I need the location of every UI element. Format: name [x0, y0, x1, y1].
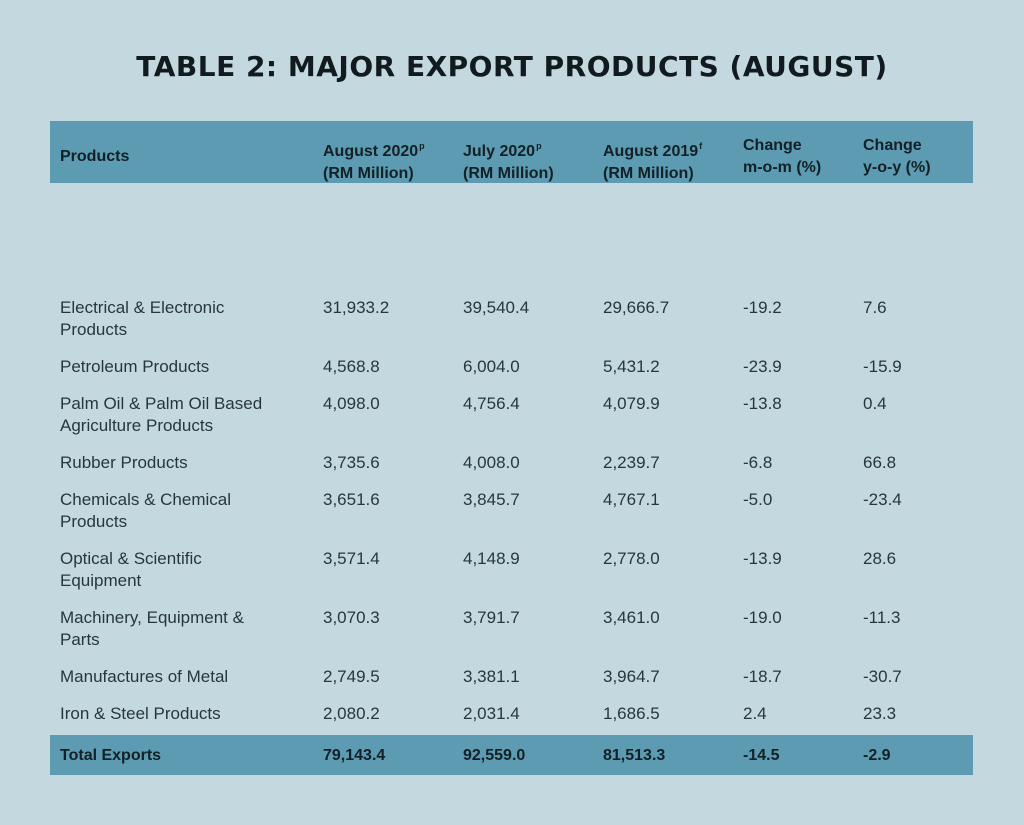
- header-mom-unit: m-o-m (%): [743, 159, 822, 176]
- product-name-line: Rubber Products: [60, 453, 188, 472]
- product-name-line: Palm Oil & Palm Oil Based: [60, 394, 263, 413]
- product-name-line: Machinery, Equipment &: [60, 608, 244, 627]
- product-name: Optical & Scientific Equipment: [60, 548, 310, 592]
- cell-aug2019: 29,666.7: [603, 298, 670, 317]
- cell-aug2020: 3,070.3: [323, 608, 380, 627]
- total-yoy: -2.9: [863, 747, 891, 764]
- cell-aug2020: 2,080.2: [323, 704, 380, 723]
- cell-mom: -19.0: [743, 608, 782, 627]
- total-aug2020: 79,143.4: [323, 747, 386, 764]
- header-jul2020-label: July 2020: [463, 143, 536, 160]
- cell-yoy: 23.3: [863, 704, 897, 723]
- cell-aug2019: 4,767.1: [603, 490, 660, 509]
- product-name: Machinery, Equipment & Parts: [60, 607, 310, 651]
- header-aug2020-sup: p: [419, 141, 425, 151]
- header-jul2020-unit: (RM Million): [463, 165, 554, 182]
- cell-jul2020: 3,791.7: [463, 608, 520, 627]
- cell-aug2020: 3,735.6: [323, 453, 380, 472]
- cell-yoy: 0.4: [863, 394, 887, 413]
- header-aug2020-label: August 2020: [323, 143, 419, 160]
- product-name-line: Electrical & Electronic: [60, 298, 225, 317]
- product-name: Manufactures of Metal: [60, 666, 310, 688]
- header-products: Products: [60, 146, 310, 168]
- header-jul2020: July 2020p (RM Million): [463, 135, 593, 185]
- cell-aug2019: 3,964.7: [603, 667, 660, 686]
- cell-aug2019: 5,431.2: [603, 357, 660, 376]
- header-yoy-unit: y-o-y (%): [863, 159, 931, 176]
- export-table: Products August 2020p (RM Million) July …: [50, 121, 973, 775]
- cell-jul2020: 39,540.4: [463, 298, 530, 317]
- table-header: Products August 2020p (RM Million) July …: [50, 121, 973, 183]
- header-aug2020-unit: (RM Million): [323, 165, 414, 182]
- cell-mom: -5.0: [743, 490, 773, 509]
- cell-aug2019: 3,461.0: [603, 608, 660, 627]
- header-aug2019-unit: (RM Million): [603, 165, 694, 182]
- header-products-label: Products: [60, 148, 130, 165]
- cell-aug2020: 4,098.0: [323, 394, 380, 413]
- product-name: Palm Oil & Palm Oil Based Agriculture Pro…: [60, 393, 310, 437]
- cell-aug2019: 2,778.0: [603, 549, 660, 568]
- cell-jul2020: 3,845.7: [463, 490, 520, 509]
- cell-yoy: -11.3: [863, 608, 901, 627]
- cell-mom: -13.8: [743, 394, 782, 413]
- product-name-line: Optical & Scientific: [60, 549, 202, 568]
- product-name-line: Parts: [60, 630, 100, 649]
- total-label: Total Exports: [60, 747, 162, 764]
- cell-aug2019: 1,686.5: [603, 704, 660, 723]
- total-aug2019: 81,513.3: [603, 747, 666, 764]
- header-aug2019: August 2019f (RM Million): [603, 135, 733, 185]
- cell-aug2019: 4,079.9: [603, 394, 660, 413]
- product-name-line: Products: [60, 512, 128, 531]
- cell-aug2020: 3,651.6: [323, 490, 380, 509]
- total-row: Total Exports 79,143.4 92,559.0 81,513.3…: [50, 735, 973, 775]
- header-mom: Change m-o-m (%): [743, 135, 853, 179]
- cell-aug2019: 2,239.7: [603, 453, 660, 472]
- header-yoy-label: Change: [863, 137, 922, 154]
- header-aug2019-label: August 2019: [603, 143, 699, 160]
- cell-jul2020: 6,004.0: [463, 357, 520, 376]
- header-aug2020: August 2020p (RM Million): [323, 135, 453, 185]
- cell-aug2020: 31,933.2: [323, 298, 390, 317]
- product-name: Electrical & Electronic Products: [60, 297, 310, 341]
- product-name: Iron & Steel Products: [60, 703, 310, 725]
- cell-mom: -6.8: [743, 453, 773, 472]
- product-name: Petroleum Products: [60, 356, 310, 378]
- cell-yoy: 7.6: [863, 298, 887, 317]
- cell-yoy: 66.8: [863, 453, 897, 472]
- cell-yoy: 28.6: [863, 549, 897, 568]
- cell-mom: -13.9: [743, 549, 782, 568]
- header-jul2020-sup: p: [536, 141, 542, 151]
- cell-jul2020: 4,008.0: [463, 453, 520, 472]
- cell-aug2020: 4,568.8: [323, 357, 380, 376]
- cell-mom: -19.2: [743, 298, 782, 317]
- cell-yoy: -15.9: [863, 357, 902, 376]
- product-name-line: Iron & Steel Products: [60, 704, 221, 723]
- product-name: Rubber Products: [60, 452, 310, 474]
- total-mom: -14.5: [743, 747, 780, 764]
- cell-aug2020: 3,571.4: [323, 549, 380, 568]
- cell-jul2020: 4,756.4: [463, 394, 520, 413]
- header-mom-label: Change: [743, 137, 802, 154]
- cell-jul2020: 3,381.1: [463, 667, 520, 686]
- cell-mom: -18.7: [743, 667, 782, 686]
- product-name: Chemicals & Chemical Products: [60, 489, 310, 533]
- header-aug2019-sup: f: [699, 141, 703, 151]
- product-name-line: Manufactures of Metal: [60, 667, 229, 686]
- cell-yoy: -23.4: [863, 490, 902, 509]
- product-name-line: Agriculture Products: [60, 416, 214, 435]
- cell-mom: -23.9: [743, 357, 782, 376]
- product-name-line: Petroleum Products: [60, 357, 210, 376]
- cell-yoy: -30.7: [863, 667, 902, 686]
- page-title: TABLE 2: MAJOR EXPORT PRODUCTS (AUGUST): [136, 50, 888, 83]
- cell-mom: 2.4: [743, 704, 767, 723]
- cell-aug2020: 2,749.5: [323, 667, 380, 686]
- product-name-line: Chemicals & Chemical: [60, 490, 231, 509]
- total-jul2020: 92,559.0: [463, 747, 526, 764]
- product-name-line: Equipment: [60, 571, 142, 590]
- cell-jul2020: 2,031.4: [463, 704, 520, 723]
- product-name-line: Products: [60, 320, 128, 339]
- header-yoy: Change y-o-y (%): [863, 135, 963, 179]
- cell-jul2020: 4,148.9: [463, 549, 520, 568]
